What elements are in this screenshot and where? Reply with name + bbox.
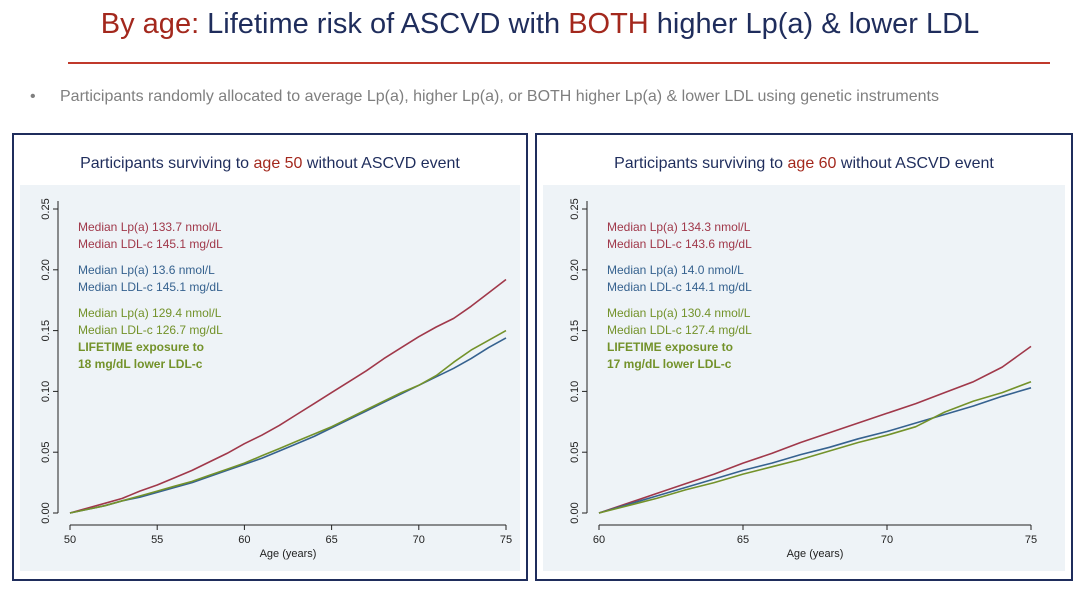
x-tick-label: 75: [1025, 534, 1037, 546]
slide-title: By age: Lifetime risk of ASCVD with BOTH…: [0, 8, 1080, 41]
chart-panel-age-60: Participants surviving to age 60 without…: [535, 133, 1073, 581]
annotation-text: LIFETIME exposure to: [78, 340, 204, 354]
annotation-text: Median Lp(a) 134.3 nmol/L: [607, 220, 751, 234]
x-axis-label: Age (years): [260, 548, 317, 560]
annotation-text: Median Lp(a) 133.7 nmol/L: [78, 220, 222, 234]
x-tick-label: 70: [881, 534, 893, 546]
y-tick-label: 0.15: [40, 320, 52, 341]
panel-title-pre: Participants surviving to: [80, 155, 254, 172]
panel-title-age: age 60: [787, 155, 837, 172]
annotation-text: 17 mg/dL lower LDL-c: [607, 357, 732, 371]
annotation-text: Median Lp(a) 14.0 nmol/L: [607, 263, 744, 277]
series-line-red: [69, 278, 507, 514]
annotation-text: Median Lp(a) 130.4 nmol/L: [607, 306, 751, 320]
y-tick-label: 0.20: [569, 259, 581, 280]
risk-chart-age-60: 0.00 0.05 0.10 0.15 0.20 0.25 60 65 70 75 Age (yea…: [543, 185, 1065, 571]
y-tick-label: 0.10: [569, 381, 581, 402]
annotation-text: Median LDL-c 145.1 mg/dL: [78, 280, 223, 294]
x-tick-label: 60: [238, 534, 250, 546]
title-end: higher Lp(a) & lower LDL: [648, 8, 980, 40]
panel-title: Participants surviving to age 50 without…: [14, 155, 526, 173]
title-middle: Lifetime risk of ASCVD with: [199, 8, 569, 40]
bullet-point: • Participants randomly allocated to aver…: [30, 88, 939, 106]
y-tick-label: 0.00: [569, 502, 581, 523]
panel-title-post: without ASCVD event: [302, 155, 460, 172]
x-tick-label: 50: [64, 534, 76, 546]
chart-panel-age-50: Participants surviving to age 50 without…: [12, 133, 528, 581]
annotation-text: 18 mg/dL lower LDL-c: [78, 357, 203, 371]
title-divider: [68, 62, 1050, 64]
x-tick-label: 65: [325, 534, 337, 546]
annotation-text: Median LDL-c 127.4 mg/dL: [607, 323, 752, 337]
annotation-text: Median LDL-c 144.1 mg/dL: [607, 280, 752, 294]
x-tick-label: 55: [151, 534, 163, 546]
title-by-age: By age:: [100, 8, 200, 40]
panel-title-post: without ASCVD event: [836, 155, 994, 172]
series-line-red: [598, 345, 1032, 514]
bullet-icon: •: [30, 88, 36, 105]
x-tick-label: 75: [500, 534, 512, 546]
annotation-text: Median LDL-c 145.1 mg/dL: [78, 237, 223, 251]
series-line-blue: [69, 337, 507, 514]
risk-chart-age-50: 0.00 0.05 0.10 0.15 0.20 0.25 50 55 60 65 70 75 Age …: [20, 185, 520, 571]
annotation-text: Median LDL-c 126.7 mg/dL: [78, 323, 223, 337]
x-tick-label: 60: [593, 534, 605, 546]
y-tick-label: 0.10: [40, 381, 52, 402]
panel-title-age: age 50: [253, 155, 303, 172]
annotation-text: LIFETIME exposure to: [607, 340, 733, 354]
y-tick-label: 0.05: [569, 441, 581, 462]
annotation-text: Median Lp(a) 13.6 nmol/L: [78, 263, 215, 277]
title-both: BOTH: [568, 8, 649, 40]
y-tick-label: 0.20: [40, 259, 52, 280]
x-axis-label: Age (years): [787, 548, 844, 560]
annotation-text: Median LDL-c 143.6 mg/dL: [607, 237, 752, 251]
panel-title: Participants surviving to age 60 without…: [537, 155, 1071, 173]
panel-title-pre: Participants surviving to: [614, 155, 788, 172]
y-tick-label: 0.25: [40, 198, 52, 219]
chart-background: [543, 185, 1065, 571]
y-tick-label: 0.25: [569, 198, 581, 219]
series-line-green: [69, 329, 507, 514]
series-line-green: [598, 380, 1032, 514]
series-line-blue: [598, 387, 1032, 514]
y-tick-label: 0.00: [40, 502, 52, 523]
annotation-text: Median Lp(a) 129.4 nmol/L: [78, 306, 222, 320]
bullet-text: Participants randomly allocated to avera…: [60, 88, 939, 105]
y-tick-label: 0.15: [569, 320, 581, 341]
y-tick-label: 0.05: [40, 441, 52, 462]
x-tick-label: 70: [413, 534, 425, 546]
x-tick-label: 65: [737, 534, 749, 546]
